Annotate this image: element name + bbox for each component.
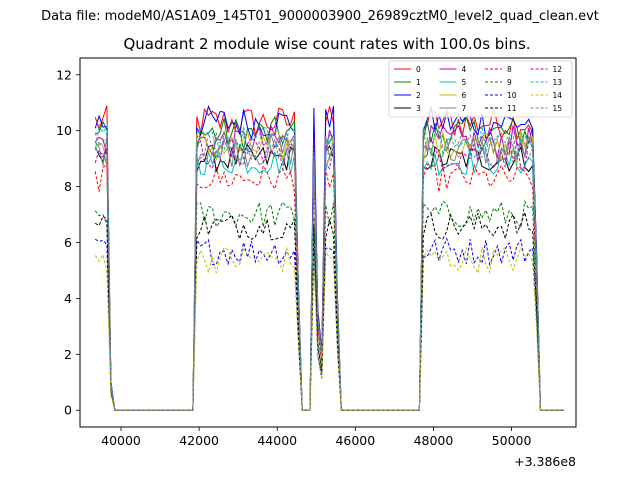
series-line-7 — [94, 134, 564, 411]
legend-label-9: 9 — [507, 78, 512, 87]
legend-label-14: 14 — [553, 91, 563, 100]
series-line-14 — [94, 246, 564, 411]
x-tick-label: 50000 — [492, 433, 532, 448]
y-tick-label: 0 — [64, 403, 72, 418]
y-tick-label: 2 — [64, 347, 72, 362]
y-tick-label: 12 — [56, 67, 72, 82]
x-offset-label: +3.386e8 — [514, 454, 576, 469]
legend-label-12: 12 — [553, 65, 563, 74]
series-layer — [94, 104, 564, 411]
x-tick-label: 44000 — [257, 433, 297, 448]
legend-label-2: 2 — [416, 91, 421, 100]
legend-label-4: 4 — [462, 65, 467, 74]
series-line-11 — [94, 210, 564, 411]
legend-label-0: 0 — [416, 65, 421, 74]
legend-label-11: 11 — [507, 104, 517, 113]
series-line-8 — [94, 163, 564, 411]
legend-label-6: 6 — [462, 91, 467, 100]
legend-label-1: 1 — [416, 78, 421, 87]
legend-label-8: 8 — [507, 65, 512, 74]
legend-box — [388, 60, 573, 118]
series-line-3 — [94, 143, 564, 411]
series-line-9 — [94, 199, 564, 411]
legend-label-10: 10 — [507, 91, 517, 100]
legend-label-13: 13 — [553, 78, 563, 87]
chart-title: Quadrant 2 module wise count rates with … — [123, 35, 530, 53]
y-axis: 0 2 4 6 8 10 12 — [56, 67, 80, 418]
y-tick-label: 10 — [56, 123, 72, 138]
legend-label-7: 7 — [462, 104, 467, 113]
legend-label-15: 15 — [553, 104, 563, 113]
suptitle: Data file: modeM0/AS1A09_145T01_90000039… — [41, 9, 599, 24]
legend-label-3: 3 — [416, 104, 421, 113]
series-line-12 — [94, 136, 564, 411]
x-tick-label: 46000 — [335, 433, 375, 448]
y-tick-label: 4 — [64, 291, 72, 306]
x-tick-label: 42000 — [179, 433, 219, 448]
legend-label-5: 5 — [462, 78, 467, 87]
x-tick-label: 40000 — [101, 433, 141, 448]
x-axis: 40000 42000 44000 46000 48000 50000 — [101, 427, 531, 448]
series-line-1 — [94, 115, 564, 411]
y-tick-label: 8 — [64, 179, 72, 194]
y-tick-label: 6 — [64, 235, 72, 250]
x-tick-label: 48000 — [414, 433, 454, 448]
series-line-5 — [94, 147, 564, 411]
series-line-10 — [94, 237, 564, 411]
series-line-15 — [94, 127, 564, 411]
